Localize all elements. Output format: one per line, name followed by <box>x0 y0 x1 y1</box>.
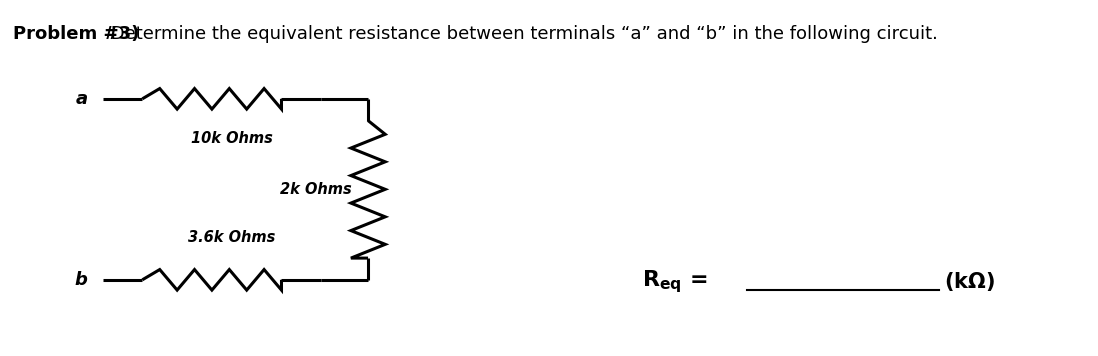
Text: Problem #3): Problem #3) <box>13 25 139 43</box>
Text: a: a <box>76 90 88 108</box>
Text: $\mathbf{R_{eq}}$ =: $\mathbf{R_{eq}}$ = <box>642 268 708 295</box>
Text: 2k Ohms: 2k Ohms <box>280 182 352 197</box>
Text: Determine the equivalent resistance between terminals “a” and “b” in the followi: Determine the equivalent resistance betw… <box>105 25 939 43</box>
Text: 10k Ohms: 10k Ohms <box>191 131 272 146</box>
Text: b: b <box>75 271 88 289</box>
Text: 3.6k Ohms: 3.6k Ohms <box>188 230 276 245</box>
Text: $\mathbf{(k\Omega)}$: $\mathbf{(k\Omega)}$ <box>944 270 995 293</box>
